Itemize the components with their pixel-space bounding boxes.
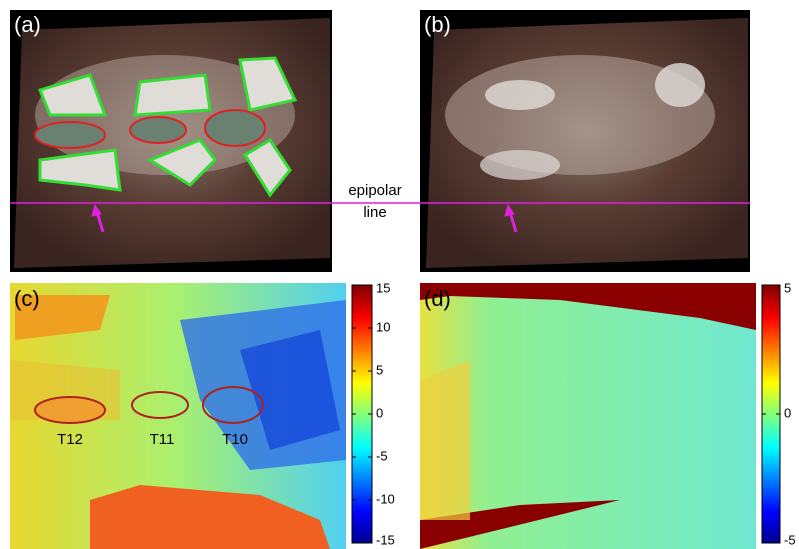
colorbar-tick-label: 0 — [784, 405, 791, 420]
panel-label: (b) — [424, 12, 451, 37]
colorbar-tick-label: -5 — [376, 448, 388, 463]
panel-label: (c) — [14, 286, 40, 311]
panel-label: (d) — [424, 286, 451, 311]
region-label: T12 — [57, 431, 83, 448]
error-map — [420, 283, 756, 549]
colorbar-tick-label: -10 — [376, 491, 395, 506]
colorbar-tick-label: -15 — [376, 532, 395, 547]
annotation: line — [363, 204, 386, 221]
annotation: epipolar — [348, 182, 401, 199]
colorbar-tick-label: 15 — [376, 280, 390, 295]
photo-right — [420, 10, 750, 272]
region-label: T11 — [150, 431, 175, 448]
region-label: T10 — [222, 431, 248, 448]
depth-map — [10, 283, 346, 549]
colorbar-tick-label: 5 — [376, 362, 383, 377]
photo-left — [10, 10, 332, 272]
colorbar-tick-label: -5 — [784, 532, 796, 547]
colorbar-tick-label: 5 — [784, 280, 791, 295]
colorbar-tick-label: 10 — [376, 319, 390, 334]
colorbar-tick-label: 0 — [376, 405, 383, 420]
panel-label: (a) — [14, 12, 41, 37]
figure: epipolar line (a) (b) (c) T12 T11 T10 15 10 5 0 -5… — [0, 0, 799, 549]
